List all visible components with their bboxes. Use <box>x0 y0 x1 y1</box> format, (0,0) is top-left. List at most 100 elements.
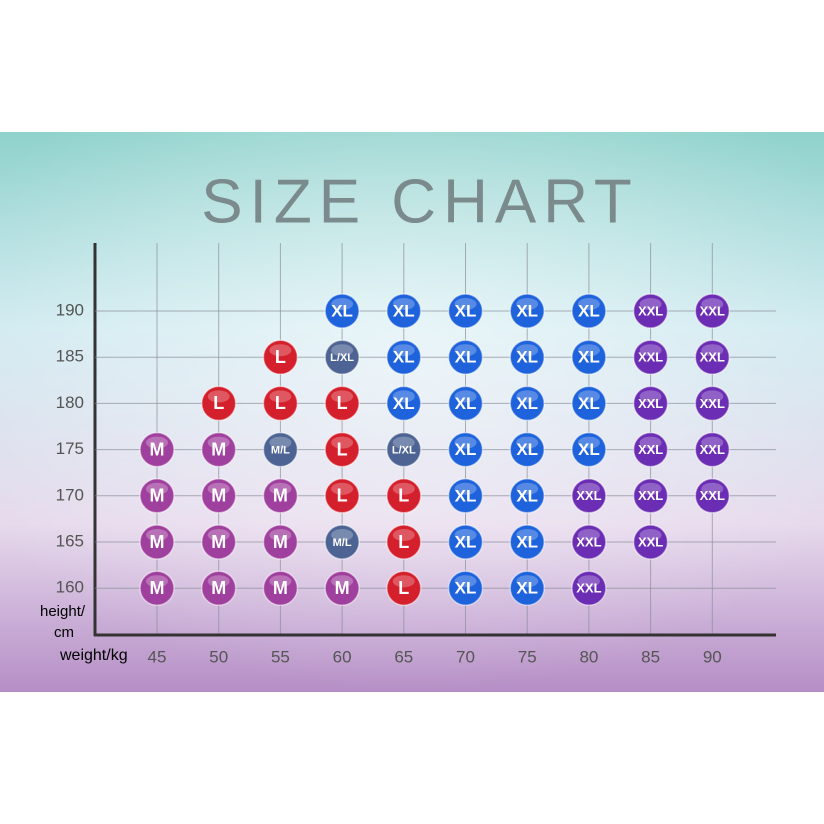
badge-circle <box>509 293 545 329</box>
badge-label: XL <box>516 394 538 413</box>
badge-circle <box>324 293 360 329</box>
badge-label: M <box>273 486 288 506</box>
size-badge: M/L <box>324 524 360 560</box>
badge-circle <box>262 431 299 468</box>
badge-circle <box>447 478 484 514</box>
badge-highlight <box>207 482 230 495</box>
size-badge: XL <box>571 431 607 468</box>
badge-highlight <box>516 482 539 495</box>
size-badge: XL <box>386 385 422 422</box>
badge-circle <box>694 339 731 375</box>
badge-highlight <box>392 436 415 449</box>
badge-highlight <box>207 575 230 588</box>
size-badge: M <box>200 431 237 468</box>
size-badge: XXL <box>632 385 669 422</box>
badge-label: M <box>335 578 350 598</box>
badge-label: XXL <box>638 534 663 549</box>
badge-highlight <box>331 575 354 588</box>
badge-label: L <box>275 347 286 367</box>
size-badge: XL <box>571 385 607 422</box>
badge-highlight <box>516 529 539 541</box>
badge-label: XL <box>516 301 538 320</box>
y-axis-label: cm <box>54 624 74 641</box>
badge-circle <box>509 339 545 375</box>
size-badge: XL <box>509 431 545 468</box>
badge-label: XXL <box>700 303 725 318</box>
badge-highlight <box>146 529 168 541</box>
badge-highlight <box>701 436 724 449</box>
badge-label: M <box>150 486 165 506</box>
badge-highlight <box>454 436 477 449</box>
badge-circle <box>571 339 607 375</box>
badge-label: XL <box>455 348 477 367</box>
badge-label: XXL <box>700 350 725 365</box>
y-tick-label: 180 <box>56 393 84 412</box>
badge-circle <box>324 339 360 375</box>
size-badge: L/XL <box>386 431 422 468</box>
badge-circle <box>632 478 669 514</box>
size-badge: XXL <box>632 339 669 375</box>
badge-highlight <box>454 575 477 588</box>
size-badge: XL <box>509 339 545 375</box>
badge-label: XXL <box>576 534 601 549</box>
badge-circle <box>509 570 545 606</box>
badge-circle <box>386 431 422 468</box>
badge-highlight <box>577 575 600 588</box>
badge-highlight <box>146 436 168 449</box>
badge-circle <box>139 524 175 560</box>
badge-label: XL <box>516 486 538 505</box>
x-axis-label: weight/kg <box>59 647 128 664</box>
badge-circle <box>571 431 607 468</box>
size-badge: L/XL <box>324 339 360 375</box>
badge-highlight <box>331 482 354 495</box>
badge-circle <box>632 524 669 560</box>
size-badge: XXL <box>632 524 669 560</box>
badge-highlight <box>207 390 230 403</box>
size-badge: L <box>324 431 360 468</box>
badge-circle <box>509 385 545 422</box>
badge-circle <box>324 570 360 606</box>
badge-highlight <box>331 344 354 357</box>
badge-label: XL <box>578 440 600 459</box>
badge-label: M <box>150 532 165 552</box>
badge-circle <box>447 570 484 606</box>
badge-highlight <box>639 344 662 357</box>
size-badge: L <box>200 385 237 422</box>
badge-circle <box>386 524 422 560</box>
badge-highlight <box>207 529 230 541</box>
badge-label: L <box>398 486 409 506</box>
badge-label: M <box>150 439 165 459</box>
size-badge: XXL <box>571 570 607 606</box>
x-tick-label: 70 <box>456 647 475 666</box>
badge-highlight <box>701 344 724 357</box>
badge-highlight <box>331 298 354 310</box>
x-tick-label: 75 <box>518 647 537 666</box>
badge-label: XL <box>455 532 477 551</box>
badge-label: XXL <box>576 488 601 503</box>
badge-highlight <box>639 298 662 310</box>
y-tick-label: 175 <box>56 439 84 458</box>
size-badge: XXL <box>694 431 731 468</box>
badge-circle <box>632 293 669 329</box>
size-badge: XXL <box>694 293 731 329</box>
badge-highlight <box>269 390 292 403</box>
badge-label: XL <box>578 394 600 413</box>
badge-label: XL <box>455 394 477 413</box>
badge-label: M <box>211 532 226 552</box>
badge-highlight <box>392 575 415 588</box>
badge-highlight <box>639 529 662 541</box>
badge-circle <box>447 431 484 468</box>
x-tick-label: 60 <box>333 647 352 666</box>
badge-label: XXL <box>638 396 663 411</box>
badge-label: XL <box>455 579 477 598</box>
badge-circle <box>262 524 299 560</box>
badge-label: XXL <box>700 442 725 457</box>
size-badge: M <box>139 570 175 606</box>
badge-circle <box>447 293 484 329</box>
badge-circle <box>200 431 237 468</box>
size-badge: XL <box>447 431 484 468</box>
badge-highlight <box>516 344 539 357</box>
badge-circle <box>139 570 175 606</box>
badge-circle <box>262 478 299 514</box>
badge-circle <box>200 524 237 560</box>
